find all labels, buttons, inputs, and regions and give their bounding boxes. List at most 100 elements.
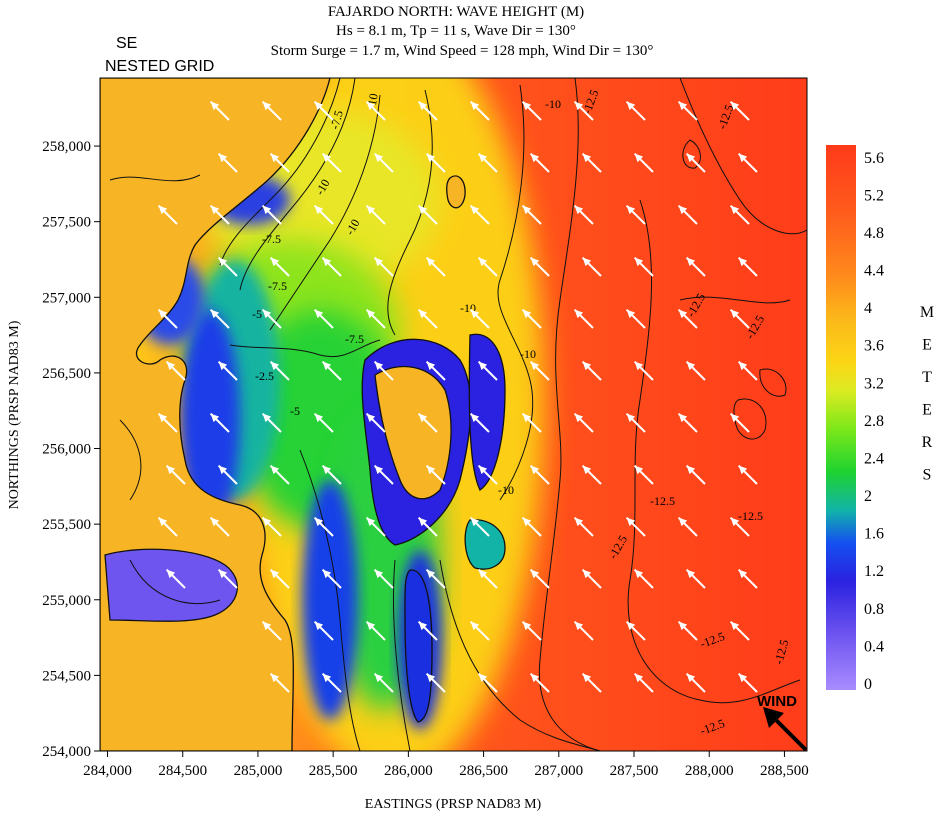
- wave-vector-arrow: [521, 516, 542, 537]
- contour-line: [129, 559, 221, 605]
- wave-vector-arrow: [425, 152, 446, 173]
- contour-label: -12.5: [650, 494, 675, 508]
- wave-vector-arrow: [269, 672, 290, 693]
- wave-vector-arrow: [417, 620, 438, 641]
- wave-vector-arrow: [321, 464, 342, 485]
- y-tick-label: 254,000: [42, 744, 91, 760]
- contour-label: -10: [312, 177, 332, 198]
- wave-vector-arrow: [313, 516, 334, 537]
- contour-line: [627, 199, 801, 704]
- wind-arrow-head: [763, 707, 784, 728]
- colorbar-ramp: [826, 145, 856, 690]
- colorbar-tick-label: 2.8: [864, 413, 884, 430]
- colorbar: 00.40.81.21.622.42.83.23.644.44.85.25.6 …: [826, 145, 934, 693]
- wave-vector-arrow: [321, 672, 342, 693]
- wave-vector-arrow: [529, 568, 550, 589]
- wave-vector-arrow: [521, 204, 542, 225]
- wave-vector-arrow: [633, 360, 654, 381]
- wave-vector-arrow: [261, 516, 282, 537]
- contour-line: [759, 368, 787, 397]
- wave-vector-arrow: [477, 152, 498, 173]
- wave-vector-arrow: [209, 204, 230, 225]
- x-tick-label: 288,500: [760, 763, 809, 779]
- colorbar-tick-label: 0: [864, 676, 872, 693]
- x-tick-label: 286,500: [459, 763, 508, 779]
- contour-line: [392, 559, 411, 751]
- colorbar-tick-label: 0.8: [864, 601, 884, 618]
- y-axis: 254,000 254,500 255,000 255,500 256,000 256,5…: [42, 139, 100, 760]
- wave-vector-arrow: [373, 360, 394, 381]
- wave-vector-arrow: [217, 152, 238, 173]
- wave-vector-arrow: [425, 568, 446, 589]
- wave-vector-arrow: [573, 516, 594, 537]
- contour-line: [109, 174, 201, 182]
- contour-label: -7.5: [268, 279, 287, 293]
- wave-vector-arrow: [417, 204, 438, 225]
- colorbar-unit-letter: T: [922, 369, 932, 386]
- blue-channel-west: [302, 480, 358, 720]
- wave-vector-arrow: [269, 568, 290, 589]
- wave-vector-arrow: [321, 360, 342, 381]
- y-tick-label: 254,500: [42, 668, 91, 684]
- wave-vector-arrow: [625, 204, 646, 225]
- wave-vector-arrow: [573, 620, 594, 641]
- wave-vector-arrow: [729, 516, 750, 537]
- wave-vector-arrow: [269, 152, 290, 173]
- wave-vector-arrow: [269, 256, 290, 277]
- plot-area: -7.5 -10 -10 -12.5 -10 -10 -7.5 -7.5 -5 …: [100, 78, 807, 751]
- contour-label: -12.5: [738, 509, 763, 523]
- wave-vector-arrow: [365, 516, 386, 537]
- contour-label: -10: [545, 97, 561, 111]
- wave-vector-arrow: [373, 152, 394, 173]
- wave-vector-arrow: [417, 100, 438, 121]
- colorbar-unit-letter: M: [920, 304, 934, 321]
- colorbar-tick-label: 5.6: [864, 150, 884, 167]
- contour-line: [497, 84, 534, 501]
- wave-vector-arrow: [425, 672, 446, 693]
- wave-vector-arrow: [165, 464, 186, 485]
- wave-vector-arrow: [633, 256, 654, 277]
- y-tick-label: 255,000: [42, 593, 91, 609]
- contour-line: [679, 296, 791, 304]
- wave-vector-arrow: [677, 516, 698, 537]
- colorbar-tick-label: 3.6: [864, 338, 884, 355]
- wave-vector-arrow: [425, 256, 446, 277]
- x-tick-label: 286,000: [384, 763, 433, 779]
- wave-vector-arrow: [729, 412, 750, 433]
- wave-vector-arrow: [217, 464, 238, 485]
- wave-vector-arrow: [313, 412, 334, 433]
- wave-vector-arrow: [521, 100, 542, 121]
- wave-vector-arrow: [477, 672, 498, 693]
- wave-vector-arrow: [677, 620, 698, 641]
- contour-line: [299, 449, 361, 751]
- wave-vector-arrow: [729, 204, 750, 225]
- wave-vector-arrow: [373, 568, 394, 589]
- wave-vector-arrow: [469, 620, 490, 641]
- wave-vector-arrow: [321, 568, 342, 589]
- wave-vector-arrow: [261, 620, 282, 641]
- x-tick-label: 285,000: [234, 763, 283, 779]
- corner-label-line-1: SE: [116, 35, 137, 52]
- wave-vector-arrow: [737, 464, 758, 485]
- wave-vector-arrow: [529, 152, 550, 173]
- wave-vector-arrow: [209, 100, 230, 121]
- wave-vector-arrow: [677, 412, 698, 433]
- corner-label-line-2: NESTED GRID: [105, 58, 214, 75]
- wave-vector-arrow: [625, 412, 646, 433]
- wave-vector-arrow: [157, 308, 178, 329]
- wave-vector-arrow: [737, 360, 758, 381]
- wave-vector-arrow: [365, 204, 386, 225]
- contour-line: [219, 78, 341, 266]
- wave-vector-arrow: [581, 464, 602, 485]
- y-tick-label: 257,500: [42, 215, 91, 231]
- contour-line: [387, 89, 433, 336]
- colorbar-unit-letter: S: [923, 467, 932, 484]
- wave-vector-arrow: [217, 256, 238, 277]
- wind-label: WIND: [757, 693, 797, 710]
- y-tick-label: 258,000: [42, 139, 91, 155]
- wave-vector-arrow: [677, 204, 698, 225]
- colorbar-tick-label: 0.4: [864, 638, 884, 655]
- x-tick-label: 287,500: [610, 763, 659, 779]
- wave-vector-arrow: [625, 308, 646, 329]
- x-tick-label: 284,500: [158, 763, 207, 779]
